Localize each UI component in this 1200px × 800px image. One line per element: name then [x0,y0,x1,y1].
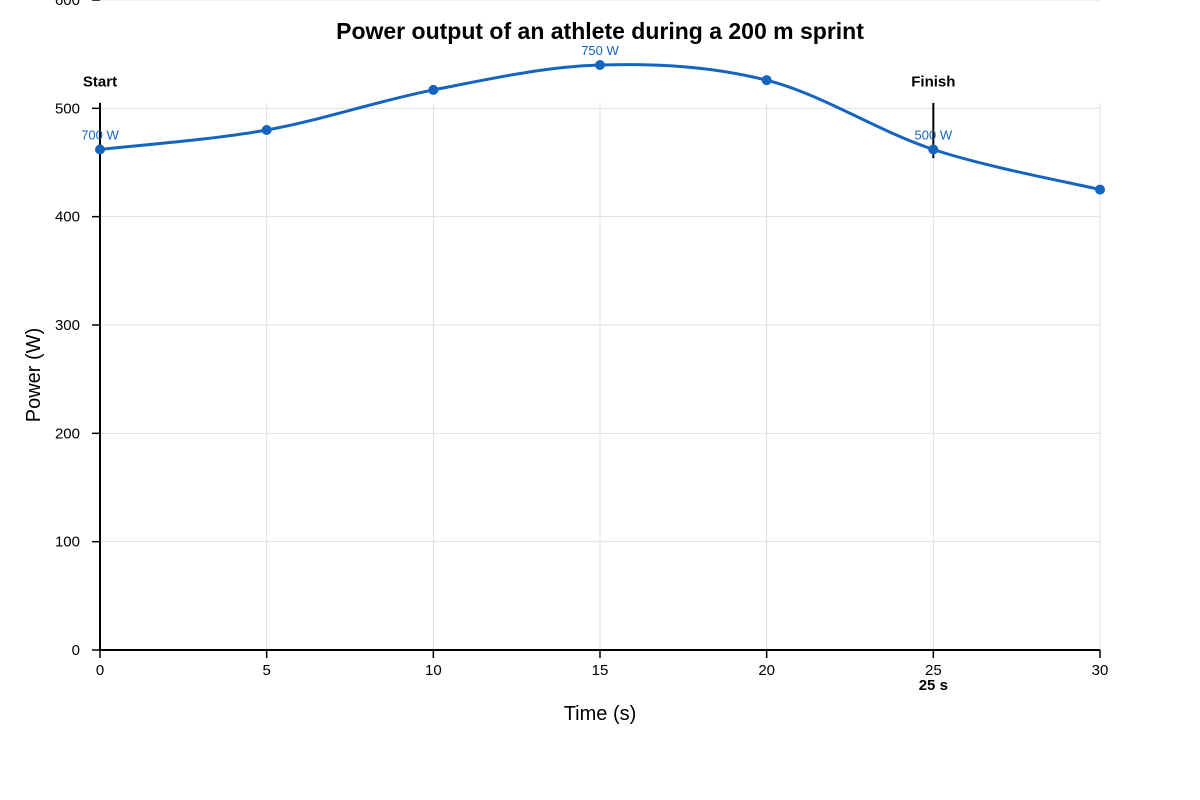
data-point [761,75,772,86]
data-point [428,84,439,95]
data-point [261,125,272,135]
data-label: 750 W [581,43,619,58]
y-tick-label: 200 [55,425,80,442]
x-tick-label: 0 [96,662,104,679]
start-finish-markers: Start Finish [83,74,955,159]
x-tick-label: 20 [758,662,775,679]
y-tick-label: 100 [55,534,80,551]
x-tick-label: 30 [1092,662,1109,679]
data-point [928,144,939,155]
x-tick-label: 5 [262,662,270,679]
data-point [1095,184,1105,195]
y-tick-label: 0 [72,642,80,659]
axes: 0 100 200 300 400 500 600 0 5 10 15 20 25 30 25 s [55,0,1108,694]
y-tick-label: 600 [55,0,80,9]
x-axis-title: Time (s) [564,703,637,725]
x-annotation: 25 s [919,677,948,694]
y-tick-label: 500 [55,100,80,117]
y-tick-label: 300 [55,317,80,334]
x-tick-label: 25 [925,662,942,679]
data-label: 700 W [81,128,119,143]
grid [100,0,1101,650]
data-point [95,144,105,155]
x-tick-label: 15 [592,662,609,679]
marker-label: Finish [911,74,955,91]
y-axis-title: Power (W) [23,328,45,422]
data-point [595,60,605,70]
y-tick-label: 400 [55,209,80,226]
series-power [95,60,1105,195]
chart-title: Power output of an athlete during a 200 … [336,18,864,44]
x-tick-label: 10 [425,662,442,679]
data-labels: 700 W 750 W 500 W [81,43,953,143]
data-label: 500 W [915,128,953,143]
marker-label: Start [83,74,117,91]
